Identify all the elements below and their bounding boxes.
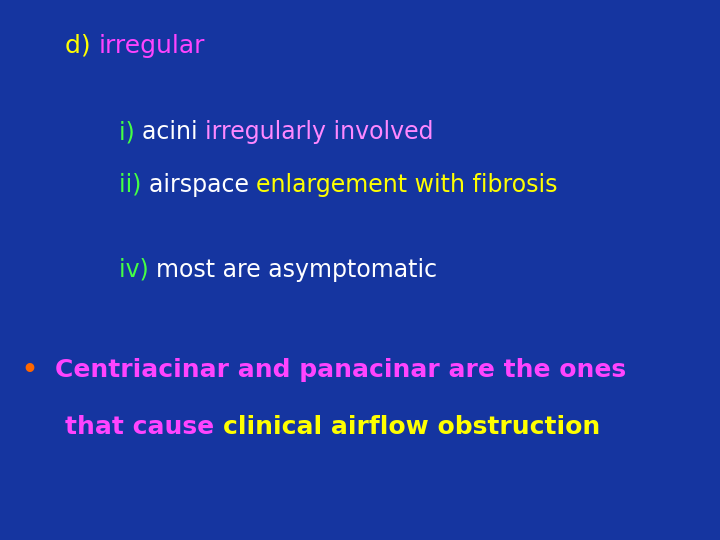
- Text: airspace: airspace: [148, 173, 256, 197]
- Text: most are asymptomatic: most are asymptomatic: [156, 258, 437, 282]
- Text: Centriacinar and panacinar are the ones: Centriacinar and panacinar are the ones: [55, 358, 626, 382]
- Text: irregularly involved: irregularly involved: [205, 120, 433, 144]
- Text: iv): iv): [119, 258, 156, 282]
- Text: ii): ii): [119, 173, 148, 197]
- Text: acini: acini: [142, 120, 205, 144]
- Text: •: •: [22, 358, 55, 382]
- Text: enlargement with fibrosis: enlargement with fibrosis: [256, 173, 558, 197]
- Text: i): i): [119, 120, 142, 144]
- Text: d): d): [65, 34, 99, 58]
- Text: irregular: irregular: [99, 34, 205, 58]
- Text: that cause: that cause: [65, 415, 222, 438]
- Text: clinical airflow obstruction: clinical airflow obstruction: [222, 415, 600, 438]
